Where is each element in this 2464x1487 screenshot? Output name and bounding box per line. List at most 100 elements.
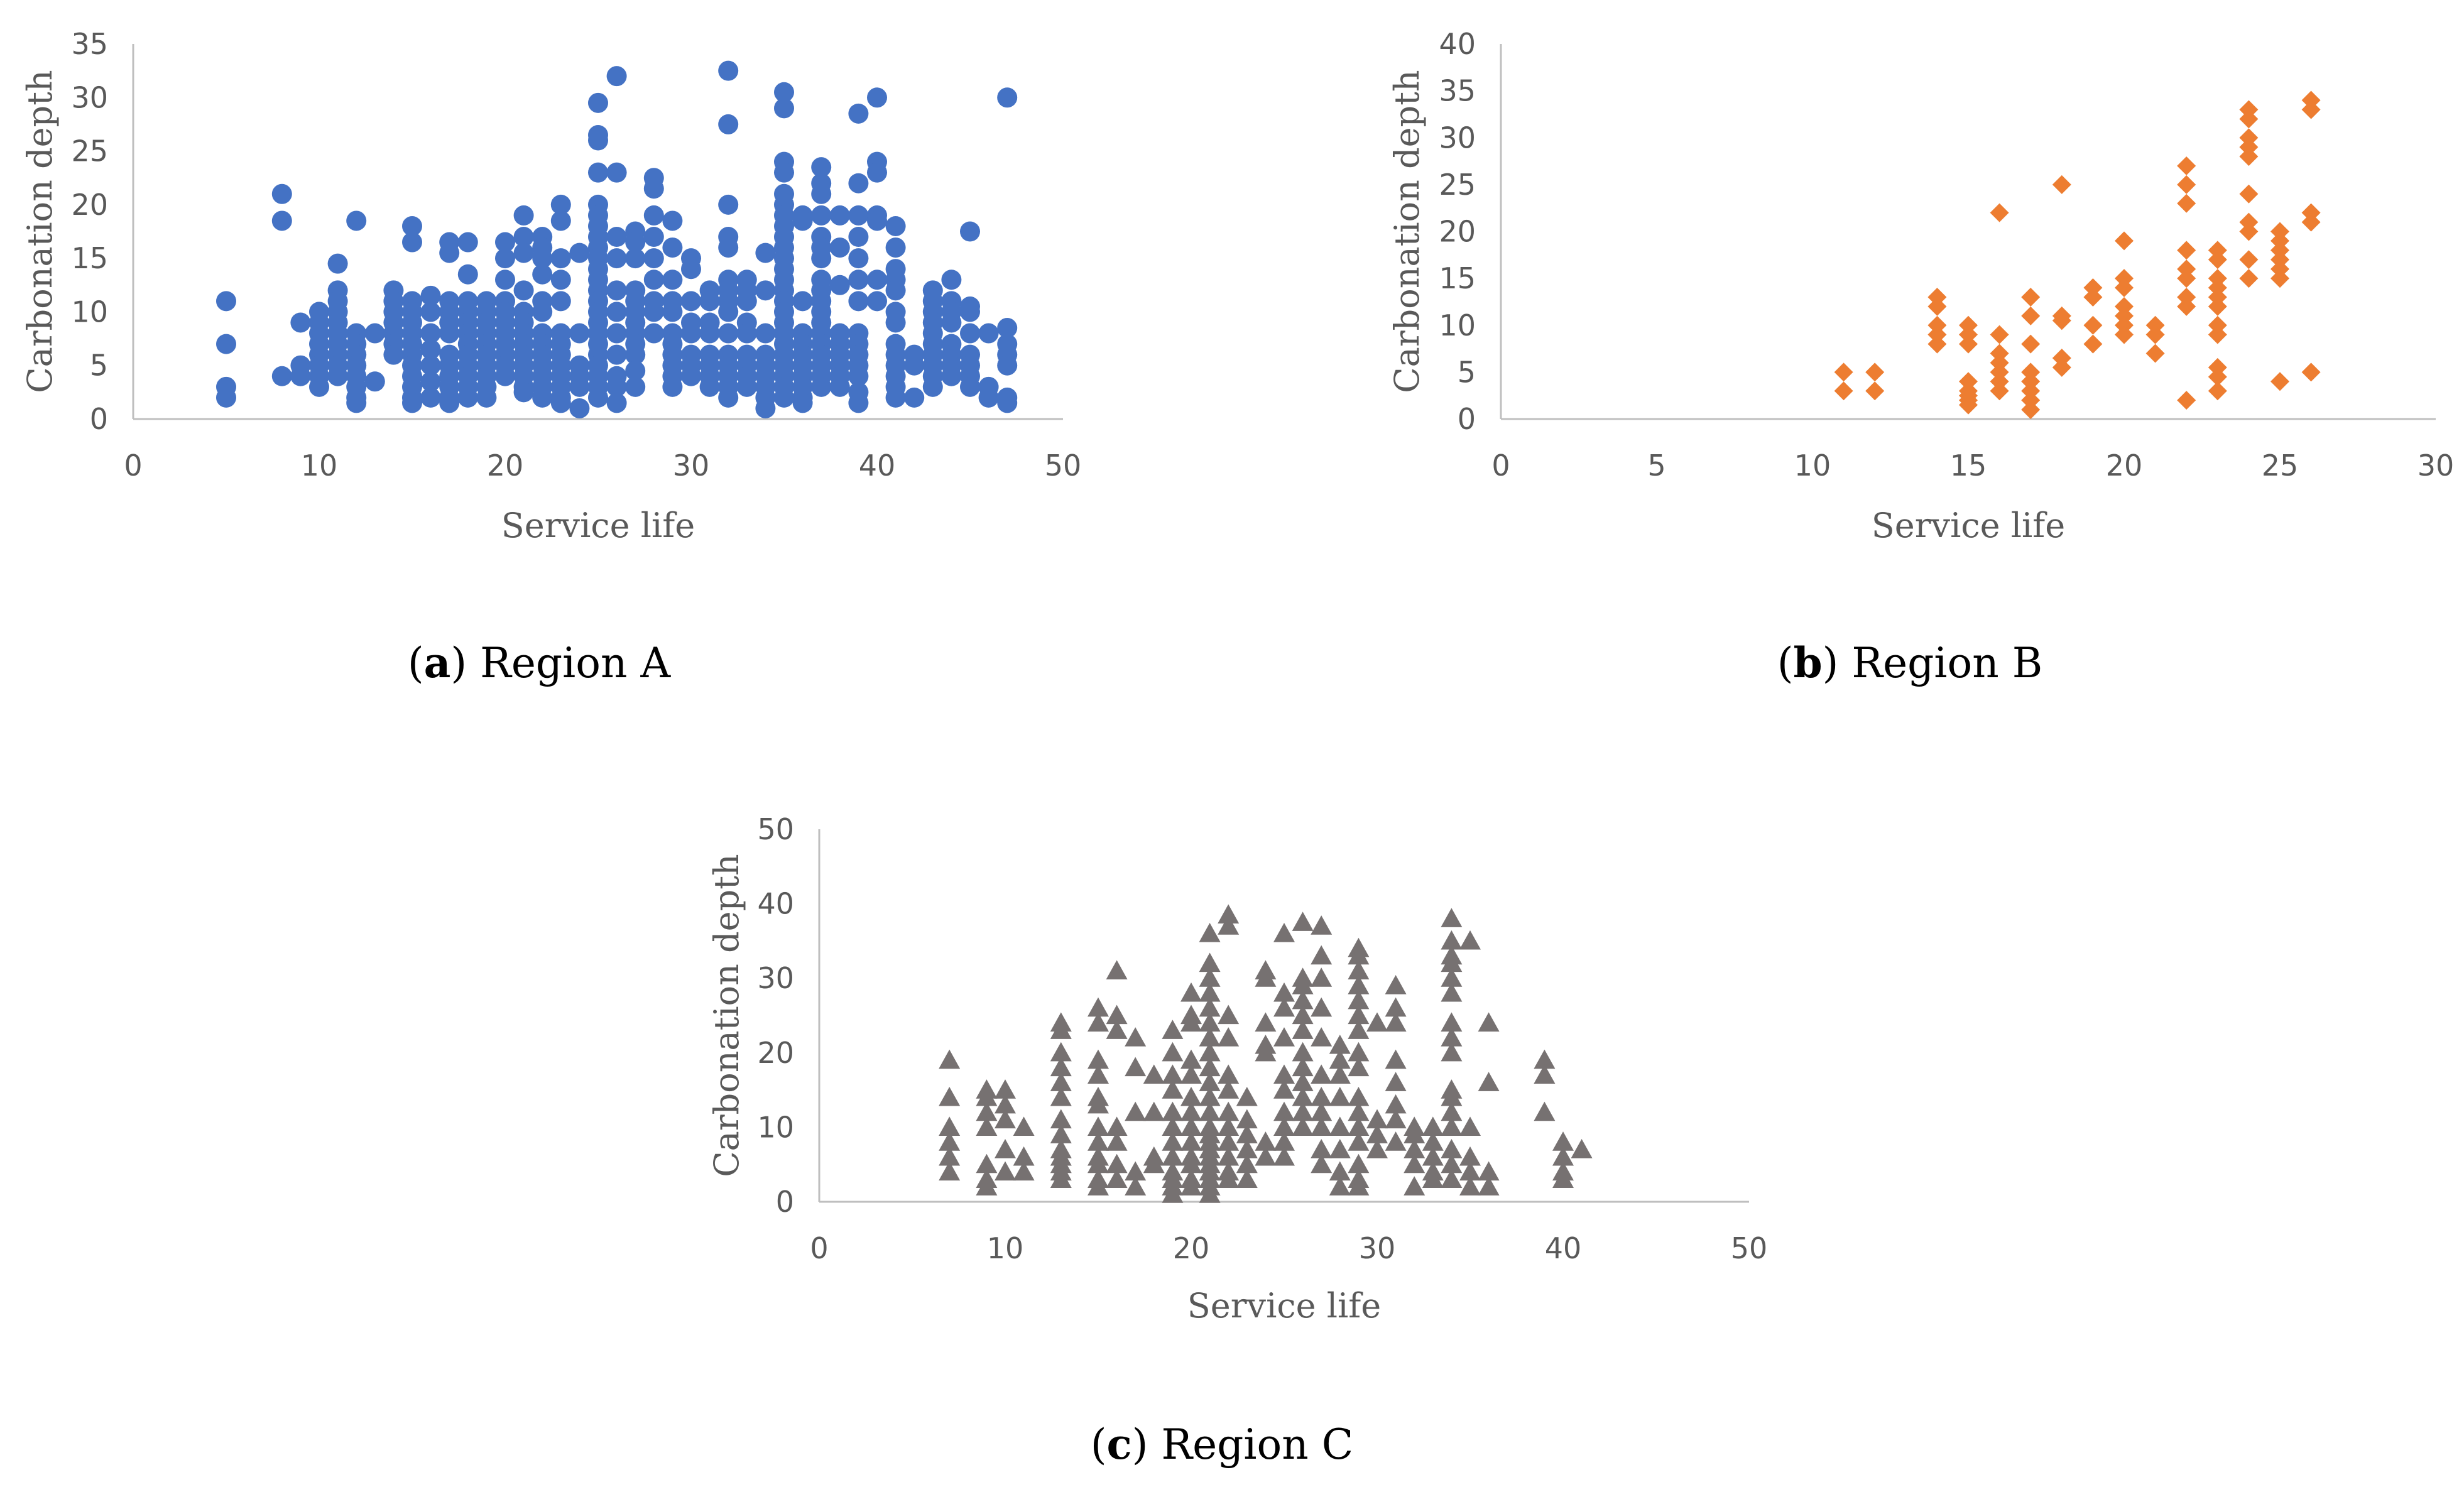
y-tick-label: 35 bbox=[1439, 74, 1476, 108]
data-point bbox=[1348, 1042, 1370, 1062]
data-point bbox=[2021, 306, 2041, 325]
data-point bbox=[960, 376, 980, 397]
data-point bbox=[1013, 1116, 1035, 1136]
data-point bbox=[1106, 960, 1128, 979]
caption-text: ) Region C bbox=[1132, 1420, 1354, 1469]
data-point bbox=[1329, 1049, 1351, 1069]
data-point bbox=[1180, 982, 1202, 1002]
data-point bbox=[1273, 1131, 1295, 1151]
data-point bbox=[1143, 1064, 1165, 1084]
data-point bbox=[1236, 1168, 1258, 1189]
data-point bbox=[1180, 1116, 1202, 1136]
data-point bbox=[1199, 1101, 1221, 1121]
data-point bbox=[718, 194, 739, 215]
data-point bbox=[606, 344, 627, 365]
data-point bbox=[550, 270, 571, 290]
x-tick-label: 40 bbox=[1545, 1231, 1582, 1265]
data-point bbox=[1088, 1116, 1109, 1136]
data-point bbox=[681, 323, 701, 344]
data-point bbox=[2083, 287, 2103, 307]
data-point bbox=[1404, 1124, 1426, 1143]
data-point bbox=[532, 302, 553, 322]
data-point bbox=[550, 291, 571, 312]
data-point bbox=[1385, 1094, 1407, 1114]
data-point bbox=[1236, 1153, 1258, 1174]
data-point bbox=[1329, 1086, 1351, 1106]
data-point bbox=[755, 280, 776, 301]
data-point bbox=[532, 248, 553, 269]
data-point bbox=[2301, 100, 2321, 119]
data-point bbox=[606, 66, 627, 87]
data-point bbox=[848, 366, 869, 386]
data-point bbox=[420, 355, 441, 376]
data-point bbox=[829, 376, 850, 397]
data-point bbox=[643, 178, 664, 199]
y-tick-label: 25 bbox=[71, 134, 108, 168]
data-point bbox=[1162, 1131, 1184, 1151]
y-tick-label: 30 bbox=[71, 80, 108, 114]
data-point bbox=[420, 302, 441, 322]
data-point bbox=[1199, 1012, 1221, 1032]
data-point bbox=[420, 387, 441, 408]
x-tick-label: 40 bbox=[859, 449, 896, 482]
data-point bbox=[643, 248, 664, 269]
data-point bbox=[1459, 1116, 1481, 1136]
data-point bbox=[625, 344, 646, 365]
data-point bbox=[625, 248, 646, 269]
chart-panel-region-b: 0 5 10 15 20 25 30 0 5 10 15 20 25 30 35 40 Service life… bbox=[1387, 27, 2454, 687]
data-point bbox=[1422, 1116, 1444, 1136]
data-point bbox=[662, 270, 683, 290]
data-point bbox=[1180, 1176, 1202, 1196]
data-point bbox=[1478, 1072, 1500, 1091]
data-point bbox=[1534, 1101, 1556, 1121]
data-point bbox=[1180, 1086, 1202, 1106]
data-point bbox=[1180, 1101, 1202, 1121]
data-point bbox=[1088, 1064, 1109, 1084]
data-point bbox=[1218, 1079, 1240, 1099]
data-point bbox=[1329, 1034, 1351, 1054]
data-point bbox=[736, 323, 757, 344]
data-point bbox=[1218, 1027, 1240, 1047]
data-point bbox=[1441, 1101, 1463, 1121]
data-point bbox=[1292, 912, 1314, 931]
data-point bbox=[1329, 1176, 1351, 1196]
data-point bbox=[1311, 1027, 1333, 1047]
data-point bbox=[885, 387, 906, 408]
y-tick-label: 40 bbox=[1439, 27, 1476, 61]
data-point bbox=[939, 1161, 961, 1181]
data-point bbox=[1162, 1146, 1184, 1166]
data-point bbox=[848, 270, 869, 290]
data-point bbox=[941, 270, 962, 290]
data-point bbox=[1292, 1101, 1314, 1121]
data-point bbox=[1534, 1064, 1556, 1084]
data-point bbox=[904, 387, 925, 408]
data-point bbox=[2270, 372, 2289, 391]
x-tick-label: 50 bbox=[1731, 1231, 1768, 1265]
y-tick-label: 15 bbox=[1439, 261, 1476, 295]
data-point bbox=[1441, 1012, 1463, 1032]
data-point bbox=[643, 227, 664, 248]
data-point bbox=[939, 1116, 961, 1136]
data-point bbox=[2021, 400, 2041, 420]
data-point bbox=[625, 376, 646, 397]
data-point bbox=[922, 376, 943, 397]
data-point bbox=[995, 1079, 1016, 1099]
data-point bbox=[643, 323, 664, 344]
y-axis-title: Carbonation depth bbox=[1387, 70, 1427, 393]
data-point bbox=[1311, 1101, 1333, 1121]
x-axis-title: Service life bbox=[1187, 1286, 1381, 1326]
data-point bbox=[1441, 952, 1463, 972]
data-point bbox=[1273, 997, 1295, 1017]
data-point bbox=[1218, 1064, 1240, 1084]
data-point bbox=[811, 376, 832, 397]
data-point bbox=[625, 361, 646, 381]
data-point bbox=[1441, 1138, 1463, 1158]
data-point bbox=[1088, 1094, 1109, 1114]
data-point bbox=[1990, 325, 2009, 344]
data-point bbox=[513, 227, 534, 248]
data-point bbox=[1311, 1116, 1333, 1136]
data-point bbox=[2208, 325, 2227, 344]
data-point bbox=[1927, 334, 1947, 354]
data-point bbox=[643, 205, 664, 226]
data-point bbox=[662, 376, 683, 397]
